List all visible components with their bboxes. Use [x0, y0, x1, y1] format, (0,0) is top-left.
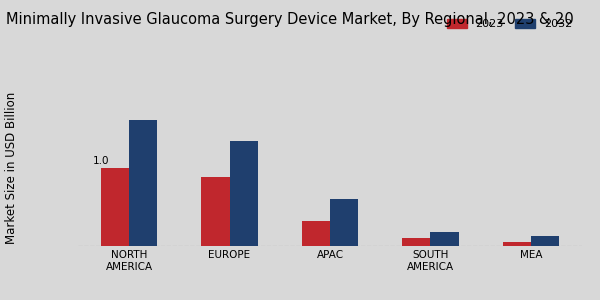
- Bar: [503, 242, 531, 246]
- Bar: [202, 177, 230, 246]
- Bar: [129, 120, 157, 246]
- Bar: [403, 238, 430, 246]
- Text: Market Size in USD Billion: Market Size in USD Billion: [5, 92, 19, 244]
- Text: Minimally Invasive Glaucoma Surgery Device Market, By Regional, 2023 & 20: Minimally Invasive Glaucoma Surgery Devi…: [6, 12, 574, 27]
- Legend: 2023, 2032: 2023, 2032: [442, 14, 577, 34]
- Text: 1.0: 1.0: [93, 156, 109, 167]
- Bar: [531, 236, 559, 246]
- Bar: [101, 168, 129, 246]
- Bar: [430, 232, 458, 246]
- Bar: [230, 141, 257, 246]
- Bar: [330, 199, 358, 246]
- Bar: [302, 221, 330, 246]
